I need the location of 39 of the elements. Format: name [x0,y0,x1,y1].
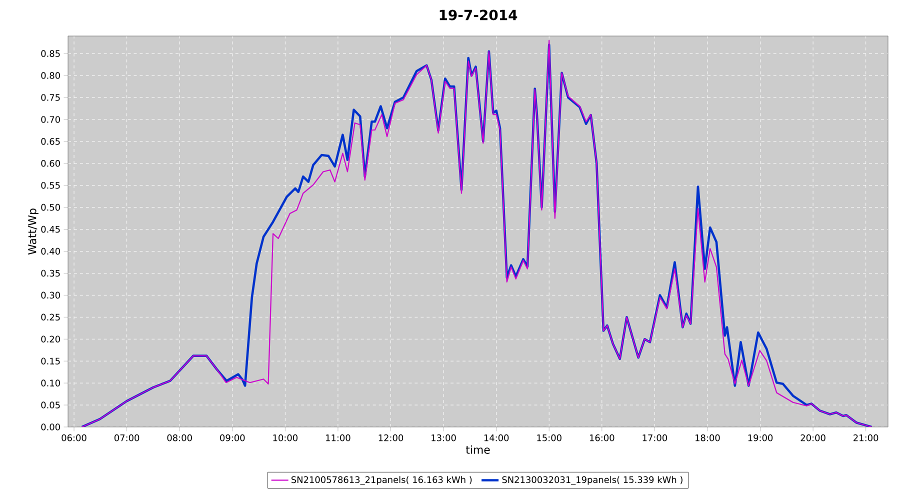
y-tick-label: 0.65 [41,138,60,145]
y-tick-label: 0.20 [41,336,60,343]
x-tick-label: 11:00 [326,434,350,442]
y-tick-label: 0.00 [41,424,60,430]
y-tick-label: 0.60 [41,160,60,167]
legend-label: SN2130032031_19panels( 15.339 kWh ) [502,476,682,486]
y-tick-label: 0.75 [41,94,60,101]
x-tick-label: 09:00 [220,434,245,442]
legend-label: SN2100578613_21panels( 16.163 kWh ) [291,476,472,486]
x-tick-label: 16:00 [590,434,614,442]
x-tick-label: 07:00 [114,434,140,442]
y-tick-label: 0.50 [41,204,60,211]
x-tick-label: 14:00 [484,434,509,442]
x-tick-label: 19:00 [748,434,773,442]
y-tick-label: 0.10 [41,380,60,386]
y-tick-label: 0.30 [41,292,60,299]
x-tick-label: 20:00 [800,434,826,442]
y-tick-label: 0.85 [41,50,60,57]
x-tick-label: 10:00 [273,434,298,442]
x-tick-label: 12:00 [378,434,404,442]
chart-title: 19-7-2014 [440,10,518,20]
x-tick-label: 15:00 [537,434,562,442]
x-tick-label: 17:00 [642,434,668,442]
y-tick-label: 0.55 [41,182,60,189]
x-tick-label: 08:00 [167,434,192,442]
x-tick-label: 21:00 [854,434,878,442]
y-tick-label: 0.45 [41,226,60,233]
x-tick-label: 18:00 [696,434,720,442]
y-tick-label: 0.80 [41,72,60,79]
x-tick-label: 13:00 [432,434,456,442]
x-tick-label: 06:00 [62,434,86,442]
y-axis-title: Watt/Wp [28,208,38,255]
x-axis-title: time [466,445,490,454]
y-tick-label: 0.25 [41,314,60,321]
y-tick-label: 0.05 [41,402,60,408]
y-tick-label: 0.35 [41,270,60,277]
y-tick-label: 0.15 [41,358,60,364]
y-tick-label: 0.70 [41,116,60,123]
y-tick-label: 0.40 [41,248,60,255]
